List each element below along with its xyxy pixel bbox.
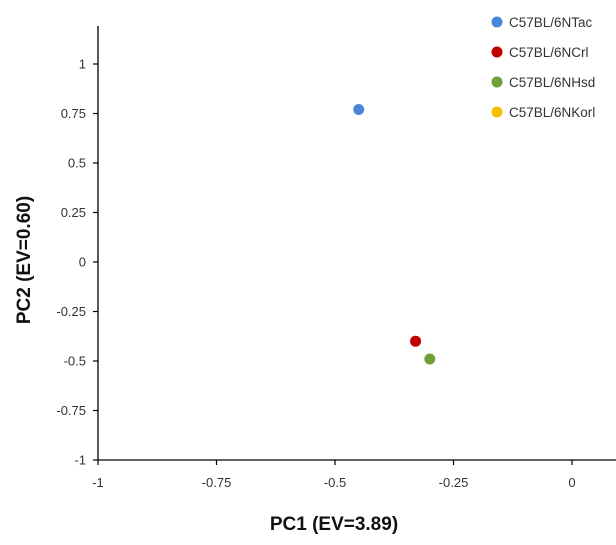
legend-label: C57BL/6NHsd (509, 75, 595, 90)
y-tick-label: 0 (79, 255, 86, 270)
y-axis-title: PC2 (EV=0.60) (14, 196, 35, 324)
y-tick-label: -0.75 (56, 403, 86, 418)
legend-marker (491, 106, 503, 118)
y-tick-label: -0.5 (64, 354, 86, 369)
legend-marker (491, 46, 503, 58)
x-tick-label: -1 (92, 475, 104, 490)
data-point (410, 335, 422, 347)
legend-label: C57BL/6NKorl (509, 105, 595, 120)
y-tick-label: -0.25 (56, 304, 86, 319)
y-tick-label: 0.25 (61, 205, 86, 220)
x-tick-label: -0.25 (439, 475, 469, 490)
data-point (424, 353, 436, 365)
data-points (353, 104, 436, 365)
y-axis-ticks: 1 0.75 0.5 0.25 0 -0.25 -0.5 -0.75 -1 (56, 57, 98, 468)
y-tick-label: -1 (74, 453, 86, 468)
legend: C57BL/6NTac C57BL/6NCrl C57BL/6NHsd C57BL/6… (491, 15, 595, 120)
legend-marker (491, 76, 503, 88)
y-tick-label: 0.5 (68, 156, 86, 171)
x-axis-ticks: -1-0.75-0.5-0.2500.250.50.751 (92, 460, 576, 490)
y-tick-label: 1 (79, 57, 86, 72)
x-tick-label: -0.5 (324, 475, 346, 490)
x-axis-title: PC1 (EV=3.89) (270, 514, 398, 535)
data-point (353, 104, 365, 116)
legend-label: C57BL/6NCrl (509, 45, 589, 60)
x-tick-label: 0 (568, 475, 575, 490)
legend-marker (491, 16, 503, 28)
axes (97, 26, 616, 461)
y-tick-label: 0.75 (61, 106, 86, 121)
x-tick-label: -0.75 (202, 475, 232, 490)
legend-label: C57BL/6NTac (509, 15, 593, 30)
